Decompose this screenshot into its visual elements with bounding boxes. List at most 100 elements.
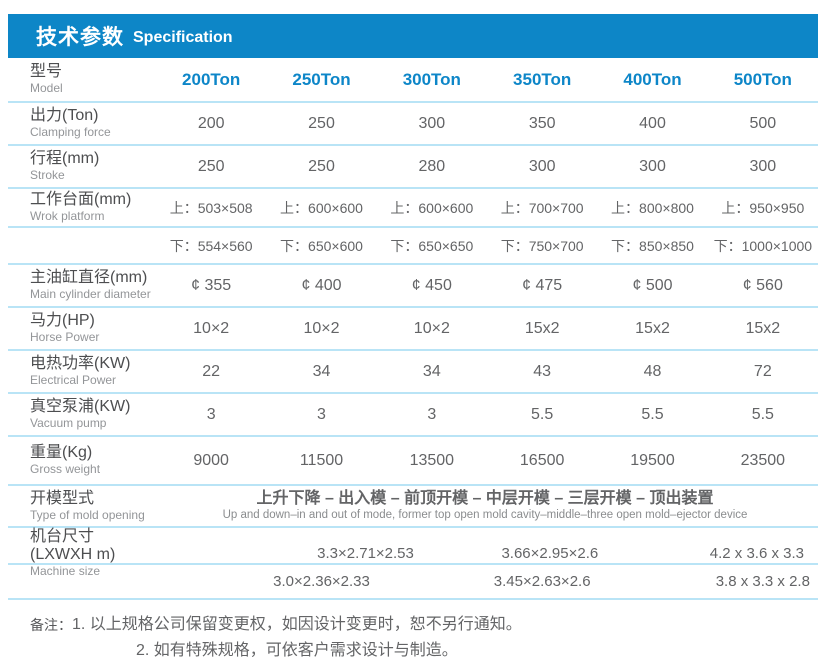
spec-value: 250 [308,114,335,132]
spec-value: 5.5 [641,405,664,423]
row-label-en: Electrical Power [30,373,117,388]
row-label-zh: 工作台面(mm) [30,191,132,209]
mold-opening-value-en: Up and down–in and out of mode, former t… [222,509,748,522]
row-label-en: Clamping force [30,125,111,140]
spec-value: 上：600×600 [280,199,363,216]
machine-size-value: 3.66×2.95×2.6 [501,544,599,562]
row-label: 出力(Ton) Clamping force [8,107,156,139]
spec-value: 下：554×560 [169,237,253,254]
spec-value: 34 [312,362,331,380]
table-row-clamping-force: 出力(Ton) Clamping force 200 250 300 350 400 50… [8,103,818,146]
table-row-gross-weight: 重量(Kg) Gross weight 9000 11500 13500 16500 1… [8,437,818,486]
row-label-zh: 重量(Kg) [30,444,93,462]
row-label: 电热功率(KW) Electrical Power [8,355,156,387]
spec-value: 300 [528,157,556,175]
section-title-zh: 技术参数 [36,26,124,49]
spec-value: 300 [749,157,777,175]
row-label: 重量(Kg) Gross weight [8,444,156,476]
row-label-en: Model [30,81,63,96]
row-label-en: Gross weight [30,462,101,477]
remarks: 备注： 1. 以上规格公司保留变更权，如因设计变更时，恕不另行通知。 2. 如有特… [30,612,522,664]
row-label-en: Stroke [30,168,65,183]
machine-size-value: 3.8 x 3.3 x 2.8 [715,573,810,590]
spec-value: 200 [197,114,225,132]
spec-value: 下：1000×1000 [713,237,813,254]
mold-opening-value-zh: 上升下降 – 出入模 – 前顶开模 – 中层开模 – 三层开模 – 顶出装置 [256,489,714,507]
spec-value: 5.5 [751,405,774,423]
spec-value: 250 [197,157,225,175]
spec-value: 上：503×508 [169,199,253,216]
remark-item: 2. 如有特殊规格，可依客户需求设计与制造。 [136,642,458,659]
model-header: 400Ton [623,69,682,89]
model-header: 200Ton [182,69,241,89]
spec-value: 下：650×600 [280,237,363,254]
table-row-stroke: 行程(mm) Stroke 250 250 280 300 300 300 [8,146,818,189]
row-label-zh: 开模型式 [30,489,95,507]
spec-value: ¢ 400 [301,276,342,294]
spec-value: ¢ 355 [191,276,232,294]
section-header: 技术参数 Specification [8,14,818,58]
row-label-en: Horse Power [30,330,100,345]
spec-value: 5.5 [531,405,554,423]
row-label-en: Type of mold opening [30,507,145,522]
spec-value: 250 [308,157,335,175]
row-label-zh: 行程(mm) [30,150,100,168]
spec-value: 下：750×700 [500,237,584,254]
row-label: 行程(mm) Stroke [8,150,156,182]
row-label-zh: 马力(HP) [30,312,95,330]
spec-value: 280 [418,157,446,175]
spec-value: 15x2 [635,319,670,337]
mold-opening-value: 上升下降 – 出入模 – 前顶开模 – 中层开模 – 三层开模 – 顶出装置 U… [156,490,818,523]
spec-value: 350 [528,114,556,132]
spec-value: 10×2 [193,319,230,337]
spec-value: 43 [533,362,552,380]
table-row-vacuum-pump: 真空泵浦(KW) Vacuum pump 3 3 3 5.5 5.5 5.5 [8,394,818,437]
spec-value: 9000 [193,451,229,469]
spec-value: 48 [643,362,662,380]
spec-value: 19500 [630,451,675,469]
machine-size-value: 4.2 x 3.6 x 3.3 [709,544,804,562]
spec-value: 3 [206,405,216,423]
table-row-work-platform-upper: 工作台面(mm) Wrok platform 上：503×508 上：600×60… [8,189,818,228]
spec-value: 300 [418,114,446,132]
table-row-machine-size-1: 机台尺寸(LXWXH m) Machine size 3.3×2.71×2.53… [8,528,818,578]
row-label: 开模型式 Type of mold opening [8,490,156,522]
table-row-work-platform-lower: 下：554×560 下：650×600 下：650×650 下：750×700 下：85… [8,228,818,265]
row-label-zh: 真空泵浦(KW) [30,398,131,416]
spec-table: 型号 Model 200Ton 250Ton 300Ton 350Ton 400Ton 5… [8,58,818,600]
model-header: 500Ton [733,69,792,89]
table-row-mold-opening: 开模型式 Type of mold opening 上升下降 – 出入模 – 前… [8,486,818,528]
spec-value: 300 [639,157,666,175]
spec-value: 上：600×600 [390,199,474,216]
spec-value: 500 [749,114,777,132]
spec-value: 400 [639,114,666,132]
spec-value: ¢ 560 [742,276,783,294]
section-title-en: Specification [133,28,233,46]
row-label-zh: 型号 [30,63,63,81]
model-header: 300Ton [402,69,461,89]
model-header: 250Ton [292,69,351,89]
spec-value: ¢ 475 [522,276,563,294]
row-label: 型号 Model [8,63,156,95]
row-label: 马力(HP) Horse Power [8,312,156,344]
spec-value: 3 [427,405,437,423]
spec-value: 23500 [740,451,786,469]
table-row-model: 型号 Model 200Ton 250Ton 300Ton 350Ton 400Ton 5… [8,58,818,103]
model-header: 350Ton [513,69,572,89]
row-label-en: Main cylinder diameter [30,287,151,302]
table-row-main-cylinder: 主油缸直径(mm) Main cylinder diameter ¢ 355 ¢ … [8,265,818,308]
row-label-en: Wrok platform [30,209,105,224]
machine-size-value: 3.3×2.71×2.53 [317,544,414,562]
spec-value: 22 [202,362,221,380]
row-label: 真空泵浦(KW) Vacuum pump [8,398,156,430]
row-label-zh: 机台尺寸(LXWXH m) [30,528,116,563]
machine-size-value: 3.45×2.63×2.6 [493,573,591,590]
spec-value: 上：700×700 [500,199,584,216]
table-row-electrical-power: 电热功率(KW) Electrical Power 22 34 34 43 48 72 [8,351,818,394]
table-row-machine-size-2: 3.0×2.36×2.33 3.45×2.63×2.6 3.8 x 3.3 x 2.… [8,565,818,600]
row-label-zh: 电热功率(KW) [30,355,131,373]
spec-value: 15x2 [524,319,560,337]
spec-value: 15x2 [745,319,781,337]
spec-value: 10×2 [303,319,340,337]
spec-value: ¢ 450 [411,276,452,294]
